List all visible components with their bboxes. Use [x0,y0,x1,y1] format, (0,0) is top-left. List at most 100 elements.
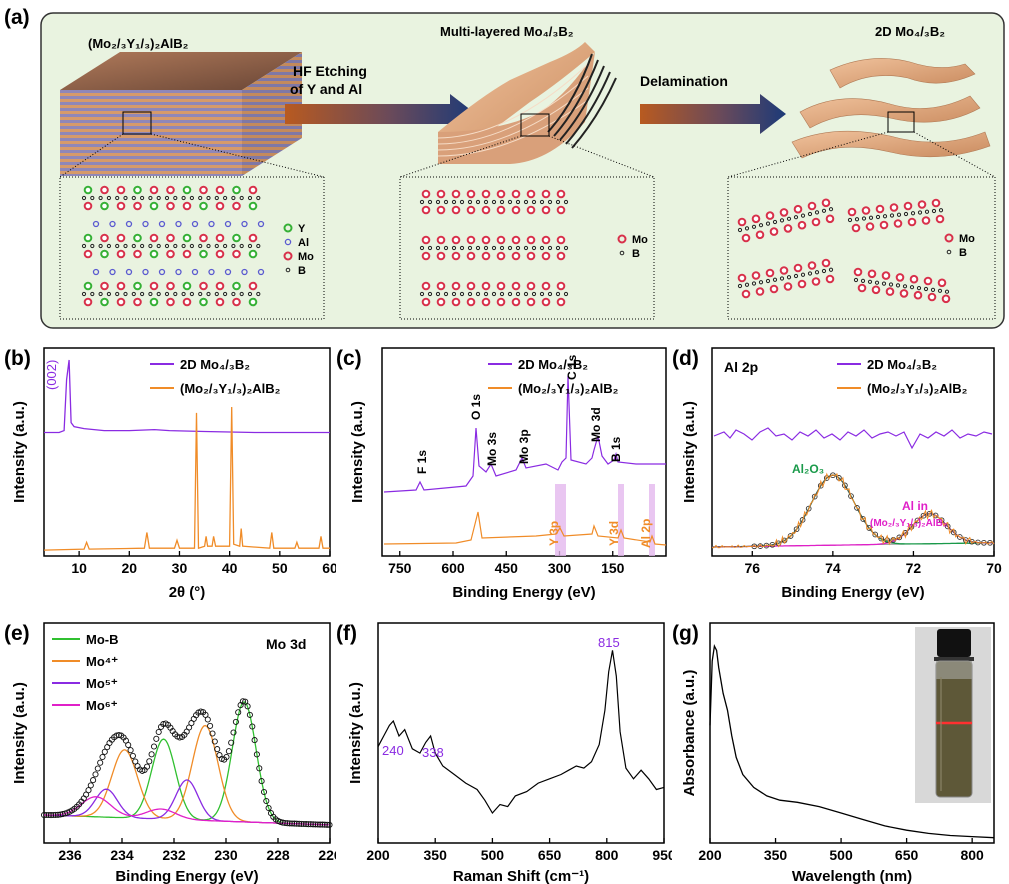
y-atom [182,281,192,291]
b-atom [539,199,545,205]
mo-atom [917,200,927,209]
b-atom [214,243,219,249]
data-point [94,765,101,772]
x-tick-label: 350 [424,847,448,863]
svg-text:C 1s: C 1s [565,354,579,380]
panel-g-letter: (g) [672,622,699,645]
panel-e-letter: (e) [4,622,30,645]
mo-atom [741,233,751,243]
xticks-d: 76 74 72 70 [744,551,1002,576]
b-atom [793,273,799,279]
al-atom [158,268,166,276]
b-atom [814,210,820,215]
svg-text:Mo⁴⁺: Mo⁴⁺ [86,654,118,669]
b-atom [189,243,194,249]
al-atom [92,268,100,276]
x-tick-label: 500 [829,847,853,863]
b-atom [765,221,771,226]
data-point [230,729,237,736]
data-point [202,711,209,718]
title-2d: 2D Mo₄/₃B₂ [875,24,945,39]
mo-atom [215,249,225,259]
mo-atom [466,235,476,245]
data-point [305,821,312,828]
al-atom [158,220,166,228]
b-atom [868,215,874,220]
mo-atom [466,297,476,307]
mo-atom [199,281,208,291]
data-point [296,820,303,827]
b-atom [875,214,881,220]
b-atom [223,243,228,249]
svg-text:Mo⁶⁺: Mo⁶⁺ [86,698,118,713]
x-tick-label: 350 [764,847,788,863]
mo-atom [556,235,566,245]
mo-atom [496,235,506,245]
b-atom [189,291,194,297]
b-atom [256,195,261,201]
mo-atom [421,235,431,245]
envelope-fit [712,474,994,548]
data-point [52,811,59,818]
b-atom [181,291,186,297]
al-atom [175,220,182,228]
mo-atom [100,233,109,243]
atom-lattice-max [81,185,265,307]
mo-atom [481,235,491,245]
mo-atom [215,201,225,211]
b-atom [867,279,873,284]
x-tick-label: 30 [172,560,188,576]
mo-atom [861,206,871,215]
data-point [854,505,860,511]
xticks-c: 750 600 450 300 150 [388,551,625,576]
data-point [211,738,218,745]
mo-atom [466,281,476,291]
data-point [258,778,265,785]
y-atom [133,281,142,291]
mo-atom [232,297,241,307]
y-atom [149,297,159,307]
b-atom [853,277,859,283]
y-atom [83,281,93,291]
svg-text:Mo: Mo [959,233,975,245]
mo-atom [116,297,126,307]
b-atom [164,243,170,249]
svg-text:2D Mo₄/₃B₂: 2D Mo₄/₃B₂ [180,357,250,372]
zoom-box-2d [727,176,996,320]
mo-atom [166,185,175,195]
b-atom [443,291,449,297]
mo-atom [511,251,521,261]
b-atom [751,281,757,286]
mo-atom [421,281,431,291]
b-atom [786,275,792,280]
y-atom [232,233,241,243]
b-atom [115,243,120,249]
mo-atom [248,233,258,243]
mo-atom [541,281,551,291]
y-atom [199,201,208,211]
data-point [204,716,211,723]
b-atom [889,213,895,218]
b-atom [744,226,750,231]
b-atom [547,245,553,251]
mo-atom [182,249,192,259]
b-atom [206,195,211,201]
mo-atom [807,261,817,270]
b-atom [555,291,561,297]
data-point [926,510,933,517]
panel-f-letter: (f) [336,622,357,645]
mo-atom [116,281,126,291]
svg-text:2D Mo₄/₃B₂: 2D Mo₄/₃B₂ [518,357,588,372]
data-point [805,505,812,512]
mo-atom [541,297,551,307]
b-atom [881,281,887,286]
mo-atom [853,267,863,277]
data-point [129,752,136,759]
b-atom [173,195,178,201]
data-point [148,751,155,758]
mo-atom [496,297,506,307]
b-atom [874,280,880,285]
b-atom [924,209,930,214]
b-atom [140,243,145,249]
peak-labels-c: F 1s O 1s Mo 3s Mo 3p C 1s Mo 3d B 1s [415,354,623,474]
